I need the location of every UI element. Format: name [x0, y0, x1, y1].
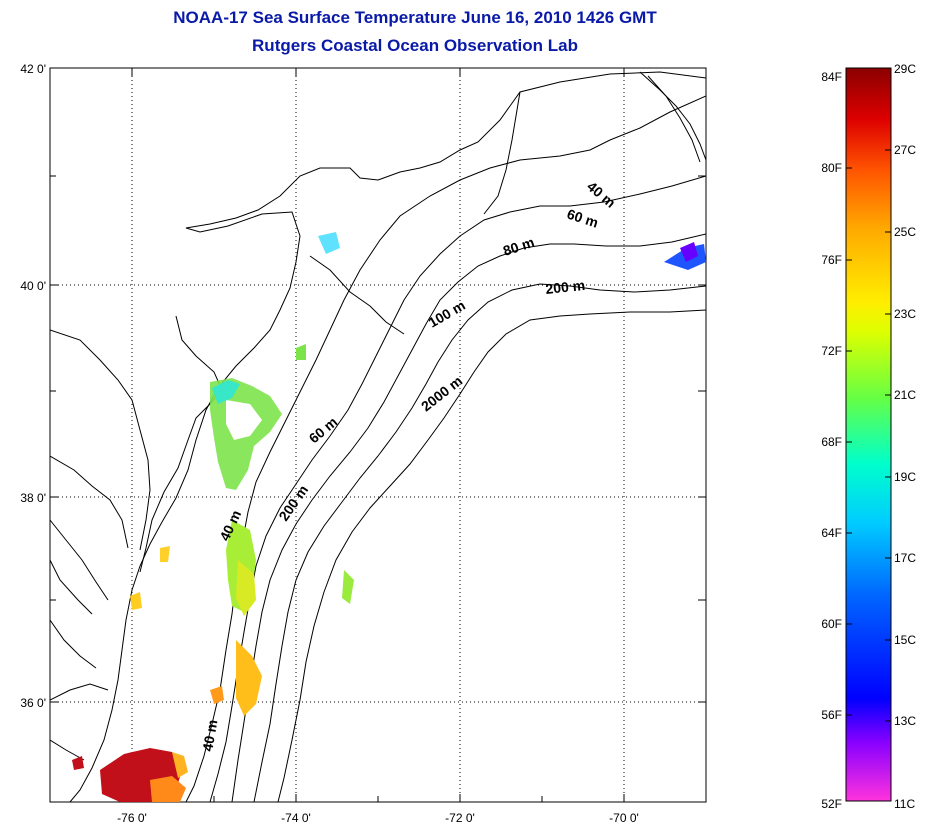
colorbar-c-13: 13C [894, 714, 916, 728]
contour-labels: 40 m 60 m 80 m 200 m 100 m 2000 m 60 m 2… [199, 178, 619, 752]
colorbar-f-56: 56F [821, 708, 842, 722]
sst-patches [72, 232, 706, 802]
colorbar-f-68: 68F [821, 435, 842, 449]
colorbar-f-52: 52F [821, 797, 842, 811]
map-title: NOAA-17 Sea Surface Temperature June 16,… [173, 8, 657, 27]
contour-label-200m-north: 200 m [545, 277, 586, 297]
lat-label-40: 40 0' [20, 279, 46, 293]
colorbar-c-17: 17C [894, 551, 916, 565]
lat-label-38: 38 0' [20, 491, 46, 505]
colorbar-c-23: 23C [894, 307, 916, 321]
map-subtitle: Rutgers Coastal Ocean Observation Lab [252, 36, 578, 55]
lon-label-70: -70 0' [609, 811, 639, 825]
map-frame [49, 67, 707, 803]
colorbar-labels: 84F 80F 76F 72F 68F 64F 60F 56F 52F 29C … [821, 62, 916, 811]
axis-labels: 42 0' 40 0' 38 0' 36 0' -76 0' -74 0' -7… [20, 62, 638, 825]
colorbar-c-19: 19C [894, 470, 916, 484]
lon-label-74: -74 0' [281, 811, 311, 825]
contour-label-40m-south: 40 m [199, 718, 220, 752]
map-grid [50, 68, 706, 802]
coastline [50, 71, 706, 802]
colorbar [845, 67, 892, 802]
lon-label-72: -72 0' [445, 811, 475, 825]
colorbar-c-15: 15C [894, 633, 916, 647]
colorbar-f-84: 84F [821, 70, 842, 84]
colorbar-f-72: 72F [821, 344, 842, 358]
colorbar-f-64: 64F [821, 526, 842, 540]
lat-label-36: 36 0' [20, 696, 46, 710]
colorbar-c-21: 21C [894, 388, 916, 402]
lat-label-42: 42 0' [20, 62, 46, 76]
colorbar-c-25: 25C [894, 225, 916, 239]
colorbar-c-11: 11C [894, 797, 915, 811]
lon-label-76: -76 0' [117, 811, 147, 825]
colorbar-f-76: 76F [821, 253, 842, 267]
colorbar-c-27: 27C [894, 143, 916, 157]
colorbar-c-29: 29C [894, 62, 916, 76]
colorbar-ticks [846, 149, 891, 722]
colorbar-f-80: 80F [821, 161, 842, 175]
colorbar-f-60: 60F [821, 617, 842, 631]
